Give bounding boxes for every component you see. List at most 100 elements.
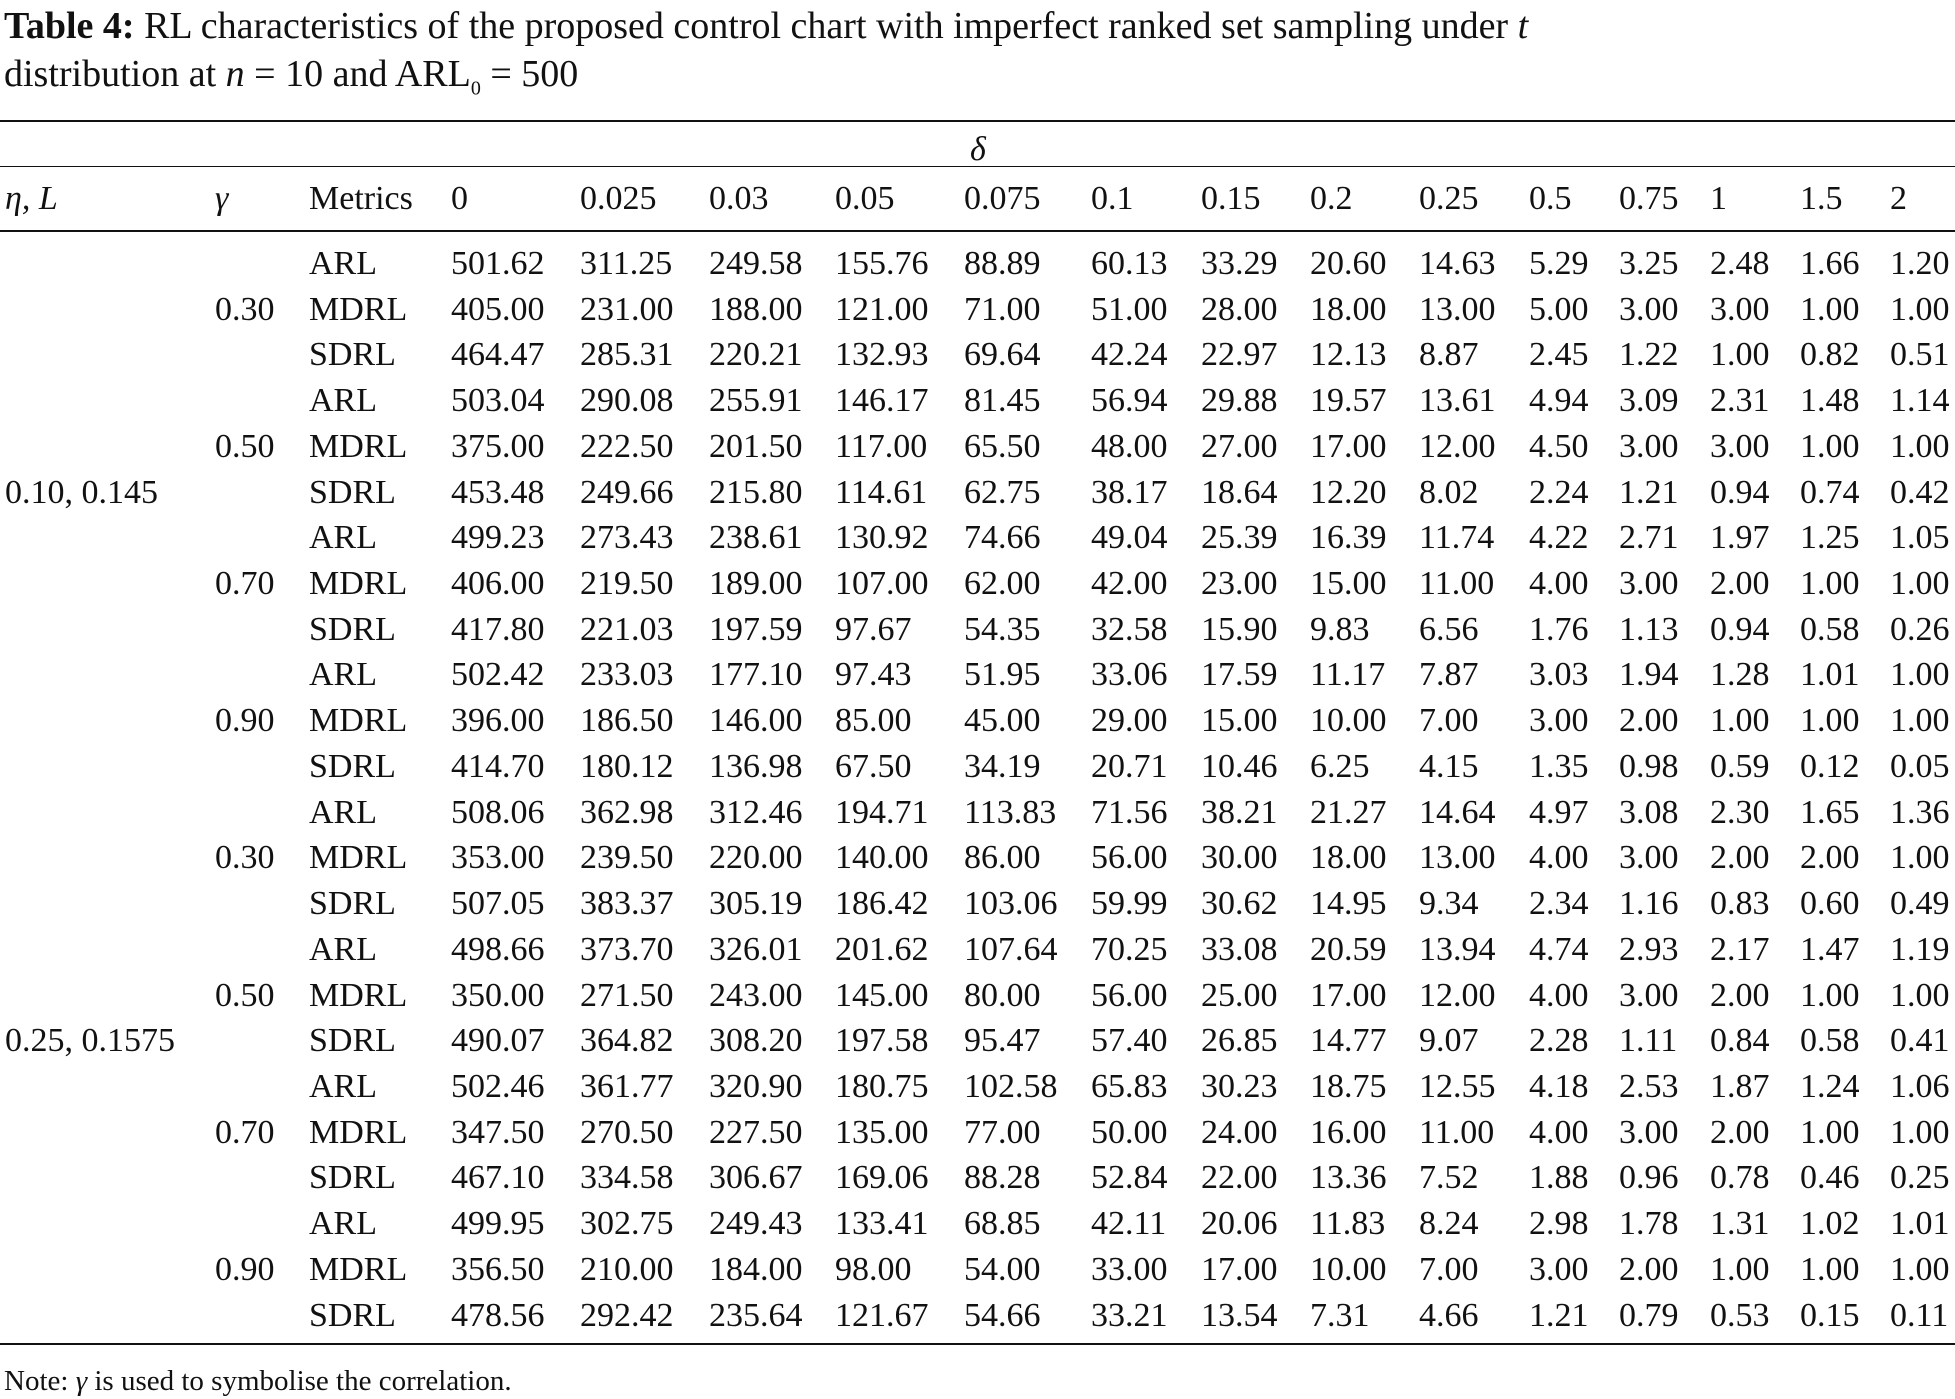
table-cell: 38.21 <box>1201 793 1278 831</box>
table-cell: 1.66 <box>1800 245 1860 282</box>
table-cell: 306.67 <box>709 1159 803 1197</box>
table-cell: 7.31 <box>1310 1296 1370 1334</box>
table-cell: 1.13 <box>1619 610 1679 648</box>
table-cell: 17.59 <box>1201 656 1278 694</box>
table-cell: 14.77 <box>1310 1022 1387 1060</box>
table-cell: 7.00 <box>1419 702 1479 740</box>
metric-label: MDRL <box>309 1250 408 1288</box>
metric-label: SDRL <box>309 336 396 374</box>
table-cell: 184.00 <box>709 1250 803 1288</box>
gamma-label: 0.90 <box>215 702 275 740</box>
table-cell: 0.41 <box>1890 1022 1950 1060</box>
table-cell: 235.64 <box>709 1296 803 1334</box>
table-cell: 285.31 <box>580 336 674 374</box>
table-cell: 1.31 <box>1710 1205 1770 1243</box>
gamma-label: 0.70 <box>215 1113 275 1151</box>
table-cell: 508.06 <box>451 793 545 831</box>
table-cell: 1.00 <box>1800 565 1860 603</box>
table-cell: 45.00 <box>964 702 1041 740</box>
table-cell: 30.62 <box>1201 885 1278 923</box>
metric-label: SDRL <box>309 747 396 785</box>
table-cell: 302.75 <box>580 1205 674 1243</box>
table-cell: 24.00 <box>1201 1113 1278 1151</box>
table-cell: 8.87 <box>1419 336 1479 374</box>
table-cell: 13.54 <box>1201 1296 1278 1334</box>
spanner-header: δ <box>970 131 986 168</box>
table-cell: 177.10 <box>709 656 803 694</box>
table-cell: 19.57 <box>1310 382 1387 420</box>
table-cell: 3.03 <box>1529 656 1589 694</box>
metric-label: ARL <box>309 519 377 557</box>
table-cell: 133.41 <box>835 1205 929 1243</box>
table-cell: 2.53 <box>1619 1067 1679 1105</box>
table-cell: 201.50 <box>709 427 803 465</box>
table-cell: 210.00 <box>580 1250 674 1288</box>
delta-header: 2 <box>1890 180 1907 217</box>
table-cell: 49.04 <box>1091 519 1168 557</box>
metric-label: ARL <box>309 382 377 420</box>
table-cell: 1.19 <box>1890 930 1950 968</box>
table-cell: 0.12 <box>1800 747 1860 785</box>
table-cell: 0.58 <box>1800 1022 1860 1060</box>
table-cell: 121.00 <box>835 290 929 328</box>
table-cell: 1.22 <box>1619 336 1679 374</box>
table-cell: 71.00 <box>964 290 1041 328</box>
table-cell: 0.83 <box>1710 885 1770 923</box>
table-cell: 14.63 <box>1419 245 1496 282</box>
table-cell: 2.24 <box>1529 473 1589 511</box>
table-cell: 60.13 <box>1091 245 1168 282</box>
table-cell: 2.00 <box>1619 1250 1679 1288</box>
bottom-rule <box>0 1343 1955 1345</box>
table-cell: 2.28 <box>1529 1022 1589 1060</box>
table-cell: 59.99 <box>1091 885 1168 923</box>
table-cell: 0.11 <box>1890 1296 1949 1334</box>
table-cell: 0.60 <box>1800 885 1860 923</box>
table-cell: 1.36 <box>1890 793 1950 831</box>
table-cell: 356.50 <box>451 1250 545 1288</box>
table-cell: 2.45 <box>1529 336 1589 374</box>
table-cell: 467.10 <box>451 1159 545 1197</box>
table-cell: 13.94 <box>1419 930 1496 968</box>
table-cell: 1.97 <box>1710 519 1770 557</box>
table-cell: 5.29 <box>1529 245 1589 282</box>
table-cell: 326.01 <box>709 930 803 968</box>
table-cell: 249.43 <box>709 1205 803 1243</box>
table-cell: 132.93 <box>835 336 929 374</box>
table-cell: 0.74 <box>1800 473 1860 511</box>
table-cell: 22.97 <box>1201 336 1278 374</box>
table-cell: 271.50 <box>580 976 674 1014</box>
table-cell: 1.35 <box>1529 747 1589 785</box>
table-cell: 11.17 <box>1310 656 1386 694</box>
table-cell: 1.47 <box>1800 930 1860 968</box>
table-cell: 54.00 <box>964 1250 1041 1288</box>
metric-label: MDRL <box>309 427 408 465</box>
table-cell: 11.00 <box>1419 1113 1495 1151</box>
table-cell: 140.00 <box>835 839 929 877</box>
table-cell: 4.22 <box>1529 519 1589 557</box>
table-cell: 86.00 <box>964 839 1041 877</box>
table-cell: 52.84 <box>1091 1159 1168 1197</box>
table-cell: 396.00 <box>451 702 545 740</box>
table-caption: Table 4: RL characteristics of the propo… <box>4 2 1528 113</box>
table-cell: 42.11 <box>1091 1205 1167 1243</box>
table-cell: 273.43 <box>580 519 674 557</box>
table-cell: 14.95 <box>1310 885 1387 923</box>
table-cell: 0.82 <box>1800 336 1860 374</box>
table-cell: 4.74 <box>1529 930 1589 968</box>
gamma-label: 0.30 <box>215 839 275 877</box>
table-cell: 146.00 <box>709 702 803 740</box>
table-cell: 12.55 <box>1419 1067 1496 1105</box>
table-cell: 1.00 <box>1890 656 1950 694</box>
table-cell: 405.00 <box>451 290 545 328</box>
table-cell: 1.21 <box>1529 1296 1589 1334</box>
table-cell: 1.05 <box>1890 519 1950 557</box>
table-cell: 414.70 <box>451 747 545 785</box>
table-cell: 3.00 <box>1619 839 1679 877</box>
table-cell: 30.23 <box>1201 1067 1278 1105</box>
table-cell: 29.00 <box>1091 702 1168 740</box>
table-cell: 0.25 <box>1890 1159 1950 1197</box>
table-cell: 221.03 <box>580 610 674 648</box>
table-cell: 334.58 <box>580 1159 674 1197</box>
table-cell: 56.00 <box>1091 976 1168 1014</box>
metric-label: MDRL <box>309 702 408 740</box>
